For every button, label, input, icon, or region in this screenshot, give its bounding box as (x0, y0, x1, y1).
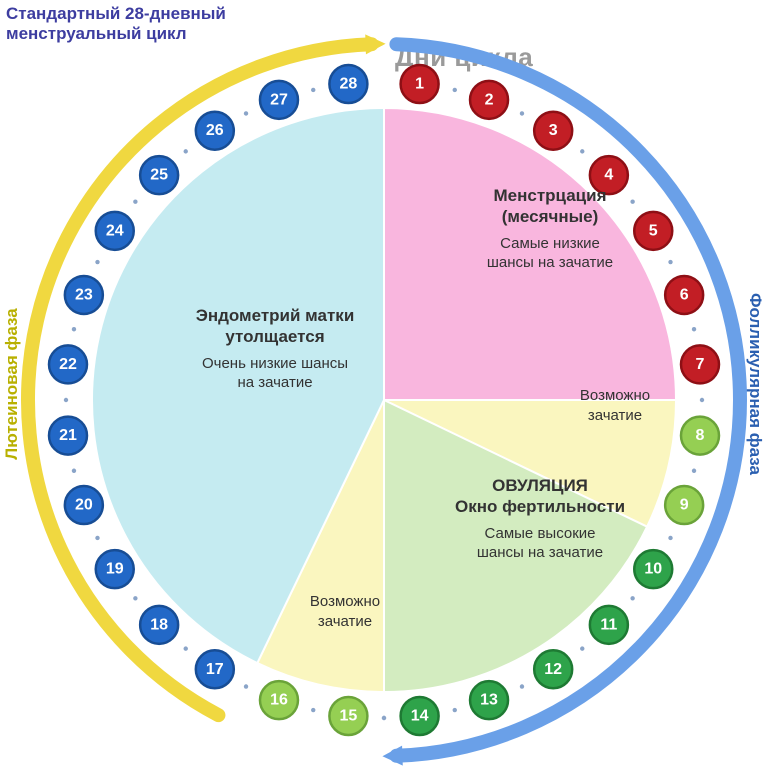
day-number: 26 (206, 122, 224, 139)
connector-dot (580, 149, 584, 153)
connector-dot (72, 327, 76, 331)
day-number: 27 (270, 91, 288, 108)
connector-dot (311, 708, 315, 712)
day-number: 5 (649, 222, 658, 239)
day-number: 24 (106, 222, 124, 239)
day-number: 13 (480, 692, 498, 709)
day-number: 7 (696, 356, 705, 373)
sector-label: Возможнозачатие (285, 586, 405, 631)
arrow-icon (382, 746, 402, 766)
connector-dot (692, 469, 696, 473)
day-number: 25 (150, 167, 168, 184)
connector-dot (184, 646, 188, 650)
connector-dot (630, 596, 634, 600)
sector-label: Менстрцация(месячные)Самые низкиешансы н… (450, 185, 650, 273)
connector-dot (244, 111, 248, 115)
day-number: 18 (150, 616, 168, 633)
connector-dot (133, 596, 137, 600)
sector-label: ОВУЛЯЦИЯОкно фертильностиСамые высокиеша… (440, 475, 640, 563)
connector-dot (700, 398, 704, 402)
connector-dot (453, 88, 457, 92)
day-number: 1 (415, 75, 424, 92)
connector-dot (64, 398, 68, 402)
day-number: 9 (680, 497, 689, 514)
connector-dot (72, 469, 76, 473)
day-number: 17 (206, 661, 224, 678)
connector-dot (244, 684, 248, 688)
day-number: 11 (600, 616, 617, 633)
sector-label: Эндометрий маткиутолщаетсяОчень низкие ш… (175, 305, 375, 393)
sector-label: Возможнозачатие (560, 380, 670, 425)
day-number: 20 (75, 497, 93, 514)
connector-dot (95, 536, 99, 540)
day-number: 15 (339, 708, 357, 725)
connector-dot (95, 260, 99, 264)
connector-dot (668, 260, 672, 264)
day-number: 12 (544, 661, 562, 678)
connector-dot (668, 536, 672, 540)
day-number: 14 (411, 708, 429, 725)
arrow-icon (365, 34, 385, 54)
day-number: 19 (106, 561, 124, 578)
connector-dot (520, 684, 524, 688)
day-number: 16 (270, 692, 288, 709)
day-number: 8 (696, 427, 705, 444)
day-number: 28 (339, 75, 357, 92)
day-number: 3 (549, 122, 558, 139)
connector-dot (382, 716, 386, 720)
day-number: 10 (644, 561, 662, 578)
connector-dot (453, 708, 457, 712)
day-number: 4 (604, 167, 613, 184)
day-number: 21 (59, 427, 77, 444)
connector-dot (580, 646, 584, 650)
day-number: 22 (59, 356, 77, 373)
connector-dot (692, 327, 696, 331)
day-number: 23 (75, 286, 93, 303)
day-number: 6 (680, 286, 689, 303)
connector-dot (311, 88, 315, 92)
connector-dot (184, 149, 188, 153)
connector-dot (520, 111, 524, 115)
connector-dot (133, 200, 137, 204)
day-number: 2 (485, 91, 494, 108)
